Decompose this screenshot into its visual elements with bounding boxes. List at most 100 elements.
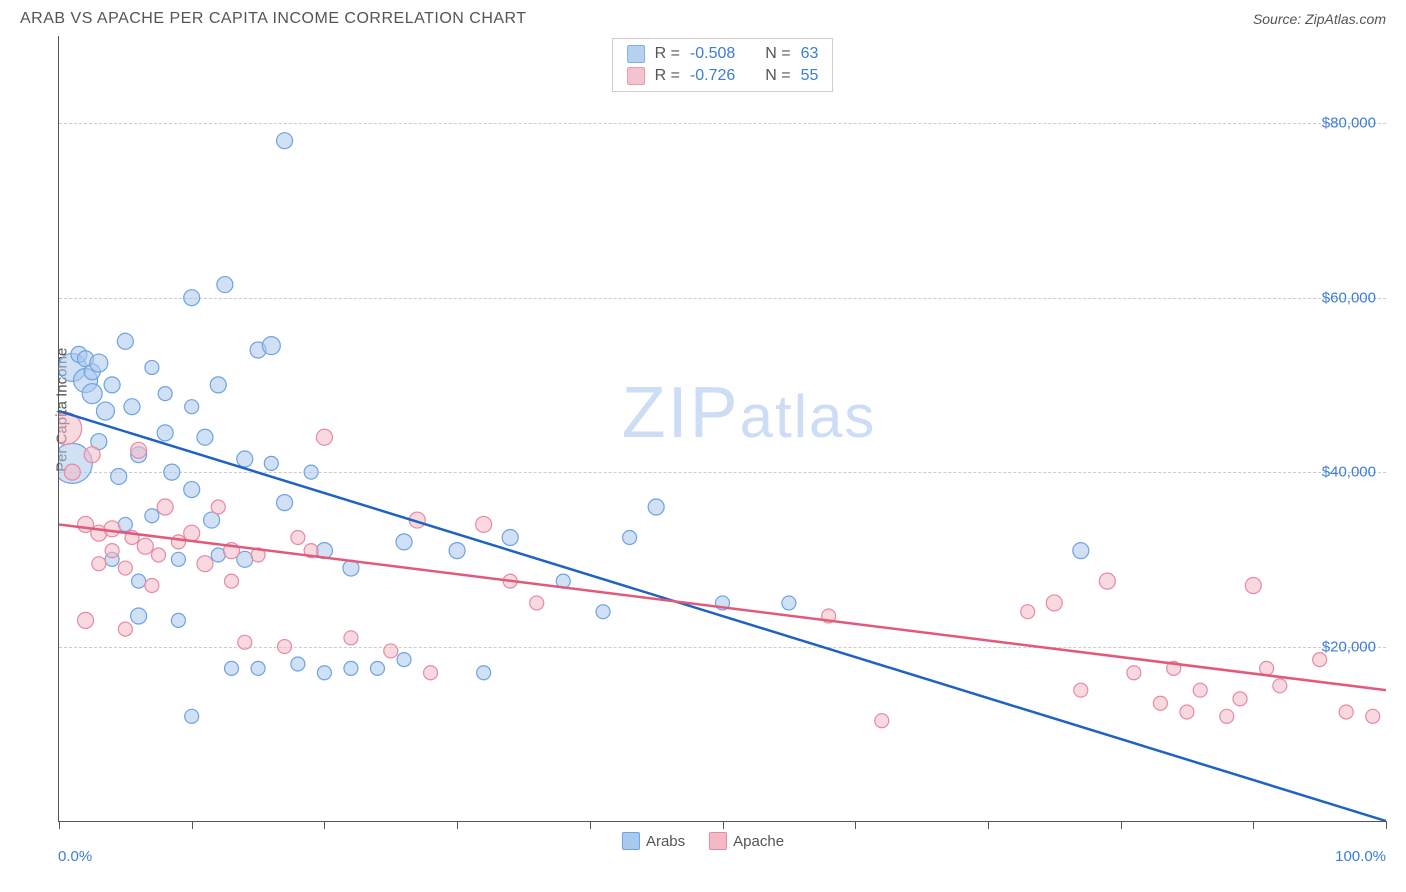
data-point	[530, 596, 544, 610]
data-point	[1193, 683, 1207, 697]
data-point	[397, 653, 411, 667]
data-point	[1233, 692, 1247, 706]
data-point	[104, 377, 120, 393]
data-point	[157, 425, 173, 441]
data-point	[117, 333, 133, 349]
legend-item-arabs: Arabs	[622, 832, 685, 850]
data-point	[875, 714, 889, 728]
data-point	[82, 384, 102, 404]
chart-title: ARAB VS APACHE PER CAPITA INCOME CORRELA…	[20, 10, 527, 28]
data-point	[262, 337, 280, 355]
x-tick	[457, 821, 458, 829]
data-point	[171, 535, 185, 549]
bottom-legend: Arabs Apache	[622, 832, 784, 850]
data-point	[304, 465, 318, 479]
data-point	[370, 661, 384, 675]
r-value: -0.726	[690, 67, 735, 85]
data-point	[145, 579, 159, 593]
data-point	[1273, 679, 1287, 693]
r-label: R =	[655, 67, 680, 85]
data-point	[145, 360, 159, 374]
data-point	[477, 666, 491, 680]
trend-line	[59, 411, 1386, 821]
data-point	[317, 666, 331, 680]
data-point	[344, 661, 358, 675]
corr-swatch	[627, 45, 645, 63]
data-point	[184, 482, 200, 498]
data-point	[210, 377, 226, 393]
data-point	[278, 640, 292, 654]
n-value: 55	[801, 67, 819, 85]
data-point	[211, 500, 225, 514]
data-point	[396, 534, 412, 550]
data-point	[384, 644, 398, 658]
data-point	[1339, 705, 1353, 719]
plot-area: ZIPatlas R =-0.508N =63R =-0.726N =55 $2…	[58, 36, 1386, 822]
corr-swatch	[627, 67, 645, 85]
n-label: N =	[765, 67, 790, 85]
data-point	[118, 561, 132, 575]
data-point	[225, 661, 239, 675]
data-point	[185, 709, 199, 723]
data-point	[171, 613, 185, 627]
data-point	[1073, 543, 1089, 559]
data-point	[104, 521, 120, 537]
data-point	[1021, 605, 1035, 619]
swatch-arabs	[622, 832, 640, 850]
header: ARAB VS APACHE PER CAPITA INCOME CORRELA…	[10, 10, 1396, 36]
data-point	[1127, 666, 1141, 680]
x-tick	[59, 821, 60, 829]
data-point	[225, 574, 239, 588]
data-point	[648, 499, 664, 515]
data-point	[1074, 683, 1088, 697]
legend-label-arabs: Arabs	[646, 833, 685, 850]
data-point	[623, 531, 637, 545]
data-point	[131, 608, 147, 624]
data-point	[217, 277, 233, 293]
data-point	[164, 464, 180, 480]
correlation-row: R =-0.508N =63	[627, 43, 819, 65]
x-tick	[988, 821, 989, 829]
n-label: N =	[765, 45, 790, 63]
data-point	[277, 495, 293, 511]
correlation-legend: R =-0.508N =63R =-0.726N =55	[612, 38, 834, 92]
data-point	[157, 499, 173, 515]
data-point	[145, 509, 159, 523]
data-point	[184, 290, 200, 306]
data-point	[132, 574, 146, 588]
data-point	[64, 464, 80, 480]
correlation-row: R = -0.726 N = 55	[627, 65, 819, 87]
data-point	[1099, 573, 1115, 589]
data-point	[111, 468, 127, 484]
n-value: 63	[801, 45, 819, 63]
x-tick	[855, 821, 856, 829]
data-point	[197, 556, 213, 572]
x-tick	[1253, 821, 1254, 829]
data-point	[137, 538, 153, 554]
x-tick	[192, 821, 193, 829]
data-point	[84, 447, 100, 463]
data-point	[277, 133, 293, 149]
data-point	[185, 400, 199, 414]
data-point	[1245, 578, 1261, 594]
data-point	[124, 399, 140, 415]
data-point	[92, 557, 106, 571]
data-point	[1220, 709, 1234, 723]
r-label: R =	[655, 45, 680, 63]
data-point	[316, 429, 332, 445]
plot-wrapper: Per Capita Income ZIPatlas R =-0.508N =6…	[10, 36, 1396, 866]
swatch-apache	[709, 832, 727, 850]
data-point	[476, 516, 492, 532]
data-point	[1153, 696, 1167, 710]
data-point	[152, 548, 166, 562]
x-tick	[590, 821, 591, 829]
legend-item-apache: Apache	[709, 832, 784, 850]
source-label: Source: ZipAtlas.com	[1253, 11, 1386, 27]
data-point	[264, 456, 278, 470]
data-point	[251, 661, 265, 675]
data-point	[184, 525, 200, 541]
data-point	[596, 605, 610, 619]
data-point	[291, 531, 305, 545]
data-point	[291, 657, 305, 671]
data-point	[502, 530, 518, 546]
